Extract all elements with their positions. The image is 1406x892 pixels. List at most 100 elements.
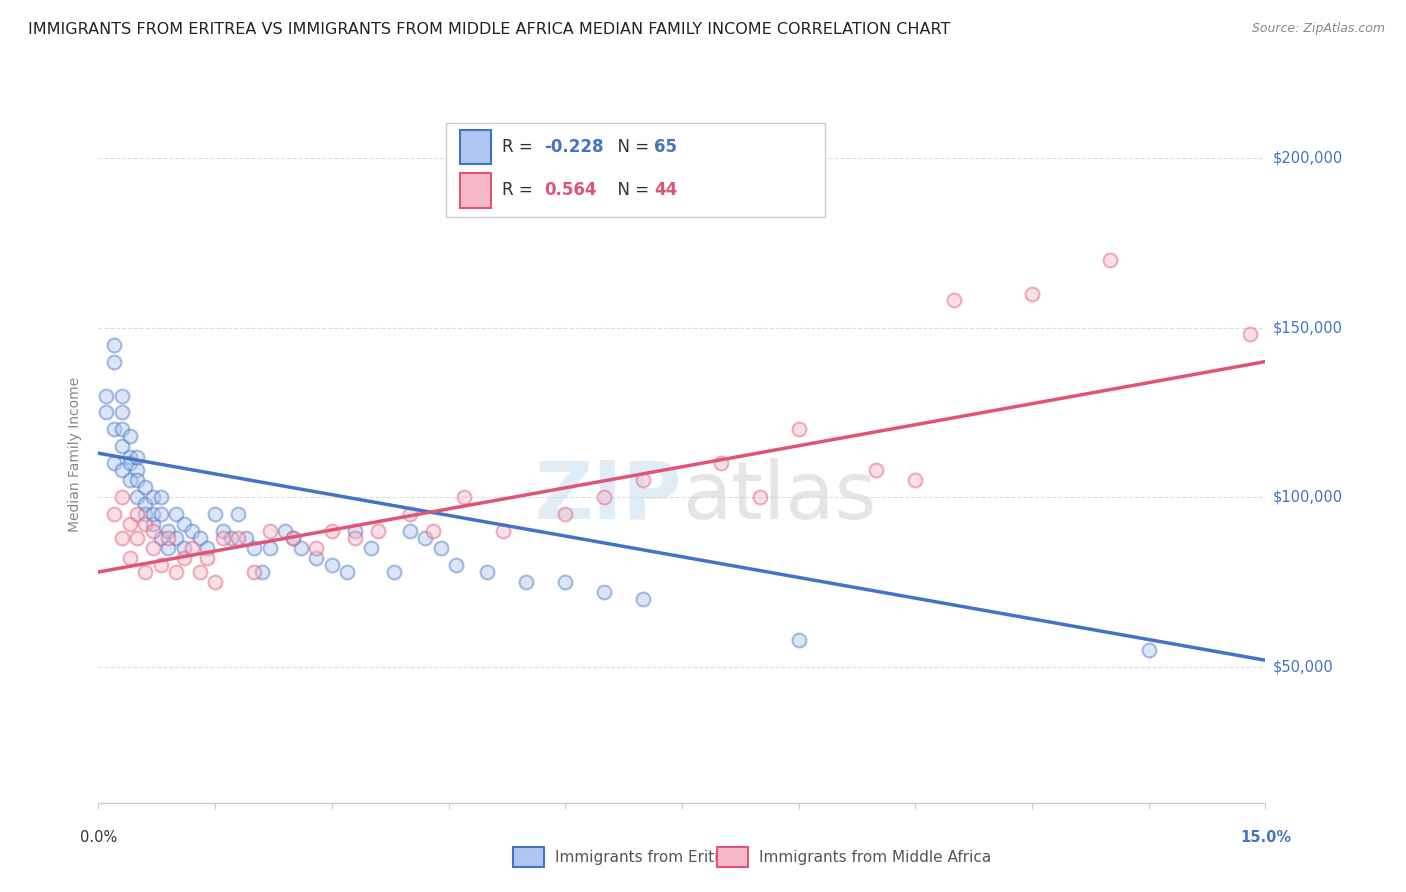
Point (1137, 643, 1160, 657)
Point (195, 541, 218, 556)
Point (360, 541, 382, 556)
Point (142, 491, 165, 505)
Point (165, 531, 187, 545)
Point (259, 524, 281, 539)
Point (127, 463, 149, 477)
Point (212, 531, 235, 545)
Point (103, 337, 125, 351)
Point (344, 531, 367, 545)
Text: $100,000: $100,000 (1272, 490, 1343, 505)
Point (1239, 327, 1261, 342)
Point (787, 632, 810, 647)
Point (413, 531, 436, 545)
Point (593, 585, 616, 599)
Point (748, 491, 770, 505)
Point (142, 541, 165, 556)
Text: N =: N = (607, 181, 655, 200)
Text: $150,000: $150,000 (1272, 320, 1343, 335)
Point (134, 508, 156, 522)
Point (134, 565, 156, 579)
Text: Immigrants from Middle Africa: Immigrants from Middle Africa (759, 850, 991, 864)
Point (118, 551, 141, 566)
Point (250, 565, 273, 579)
Point (593, 491, 616, 505)
Point (149, 558, 172, 573)
Point (1021, 286, 1043, 301)
Point (173, 517, 195, 532)
Point (111, 491, 134, 505)
Point (180, 541, 202, 556)
Point (321, 558, 343, 573)
Point (259, 541, 281, 556)
Point (554, 575, 576, 590)
Point (149, 531, 172, 545)
Text: 15.0%: 15.0% (1240, 830, 1291, 845)
Point (173, 541, 195, 556)
Text: 65: 65 (654, 138, 676, 156)
Text: -0.228: -0.228 (544, 138, 603, 156)
Text: Immigrants from Eritrea: Immigrants from Eritrea (555, 850, 740, 864)
Point (195, 551, 218, 566)
Point (305, 541, 328, 556)
Point (103, 422, 125, 436)
Point (865, 463, 887, 477)
Point (492, 524, 515, 539)
Text: 44: 44 (654, 181, 678, 200)
Point (281, 531, 304, 545)
Point (111, 405, 134, 419)
Text: atlas: atlas (682, 458, 876, 536)
Point (157, 541, 180, 556)
Point (228, 508, 250, 522)
Point (118, 429, 141, 443)
Point (157, 524, 180, 539)
Point (103, 354, 125, 368)
Point (219, 531, 242, 545)
Point (943, 293, 966, 308)
Point (142, 508, 165, 522)
Text: 0.0%: 0.0% (80, 830, 117, 845)
Point (398, 508, 420, 522)
Point (173, 551, 195, 566)
Point (281, 531, 304, 545)
Point (204, 508, 226, 522)
Point (111, 422, 134, 436)
Point (477, 565, 499, 579)
Text: $200,000: $200,000 (1272, 151, 1343, 165)
Point (118, 474, 141, 488)
Point (127, 450, 149, 464)
Point (149, 491, 172, 505)
Point (118, 450, 141, 464)
Point (243, 565, 266, 579)
Point (111, 531, 134, 545)
Point (142, 517, 165, 532)
Point (1098, 252, 1121, 267)
Point (134, 480, 156, 494)
Point (103, 508, 125, 522)
Point (446, 558, 468, 573)
Point (274, 524, 297, 539)
Point (127, 508, 149, 522)
Point (243, 541, 266, 556)
Point (188, 565, 211, 579)
Point (118, 457, 141, 471)
Point (228, 531, 250, 545)
Point (344, 524, 367, 539)
Point (367, 524, 389, 539)
Point (453, 491, 475, 505)
Point (111, 439, 134, 453)
Point (134, 517, 156, 532)
Point (157, 531, 180, 545)
Point (134, 497, 156, 511)
Text: N =: N = (607, 138, 655, 156)
Text: Source: ZipAtlas.com: Source: ZipAtlas.com (1251, 22, 1385, 36)
Text: ZIP: ZIP (534, 458, 682, 536)
Point (631, 474, 654, 488)
Point (96, 388, 118, 402)
Point (398, 524, 420, 539)
Point (787, 422, 810, 436)
Point (554, 508, 576, 522)
Point (127, 531, 149, 545)
Point (111, 388, 134, 402)
Point (212, 524, 235, 539)
Text: IMMIGRANTS FROM ERITREA VS IMMIGRANTS FROM MIDDLE AFRICA MEDIAN FAMILY INCOME CO: IMMIGRANTS FROM ERITREA VS IMMIGRANTS FR… (28, 22, 950, 37)
